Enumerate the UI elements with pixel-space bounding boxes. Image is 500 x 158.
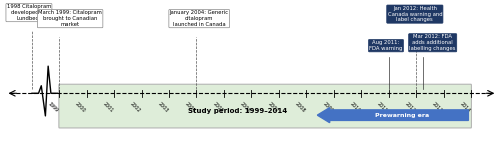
Text: 2000: 2000	[74, 102, 86, 114]
Text: 2006: 2006	[239, 102, 252, 114]
Text: Study period: 1999–2014: Study period: 1999–2014	[188, 108, 288, 114]
Text: 1999: 1999	[47, 102, 59, 114]
Text: 2005: 2005	[212, 102, 224, 114]
Text: 2013: 2013	[432, 102, 444, 114]
FancyBboxPatch shape	[59, 84, 472, 128]
Text: 2008: 2008	[294, 102, 306, 114]
Text: 2002: 2002	[129, 102, 141, 114]
Text: 2007: 2007	[266, 102, 279, 114]
Text: 2014: 2014	[459, 102, 471, 114]
Text: 2004: 2004	[184, 102, 196, 114]
FancyArrow shape	[318, 108, 468, 123]
Text: 2001: 2001	[102, 102, 114, 114]
Text: 2011: 2011	[376, 102, 388, 114]
Text: January 2004: Generic
citalopram
launched in Canada: January 2004: Generic citalopram launche…	[170, 10, 229, 27]
Text: Jan 2012: Health
Canada warning and
label changes: Jan 2012: Health Canada warning and labe…	[388, 6, 442, 22]
Text: Prewarning era: Prewarning era	[376, 113, 430, 118]
Text: 2003: 2003	[156, 102, 169, 114]
Text: 2009: 2009	[322, 102, 334, 114]
Text: Mar 2012: FDA
adds additional
labelling changes: Mar 2012: FDA adds additional labelling …	[410, 34, 456, 51]
Text: 2012: 2012	[404, 102, 416, 114]
Text: Aug 2011:
FDA warning: Aug 2011: FDA warning	[370, 40, 402, 51]
Text: 1998 Citalopram
developed by
Lundbeck: 1998 Citalopram developed by Lundbeck	[6, 4, 51, 21]
Text: 2010: 2010	[349, 102, 362, 114]
Text: March 1999: Citalopram
brought to Canadian
market: March 1999: Citalopram brought to Canadi…	[38, 10, 102, 27]
